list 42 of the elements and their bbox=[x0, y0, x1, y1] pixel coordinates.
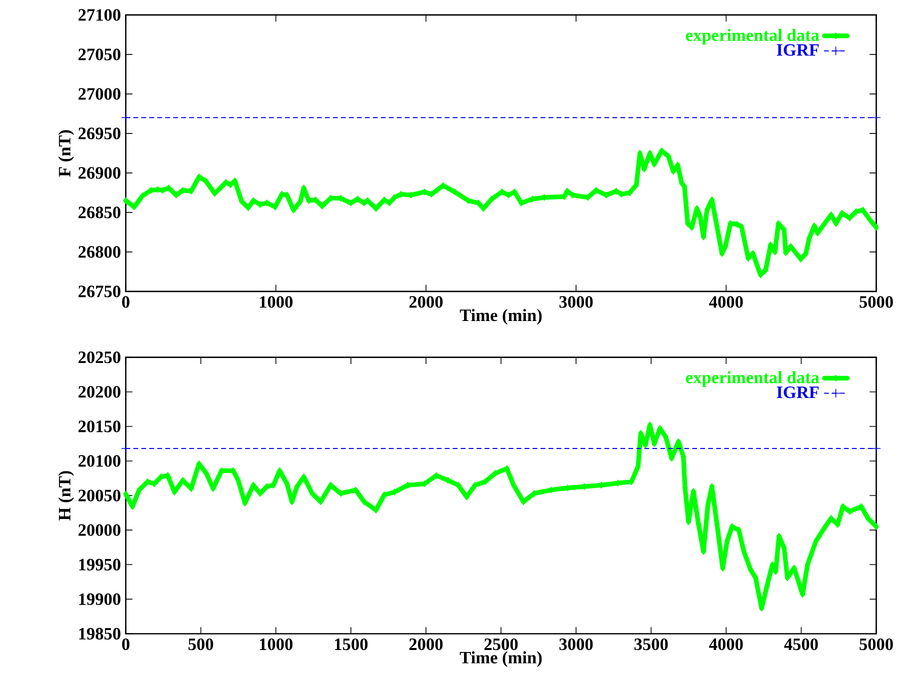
y-tick-label: 20000 bbox=[78, 524, 120, 536]
y-tick-label: 20250 bbox=[78, 352, 120, 364]
y-tick-label: 20150 bbox=[78, 420, 120, 432]
x-tick-label: 0 bbox=[122, 296, 130, 308]
y-tick-label: 27050 bbox=[78, 48, 120, 60]
x-tick-label: 2000 bbox=[409, 638, 443, 650]
x-tick-label: 3000 bbox=[559, 296, 593, 308]
x-tick-label: 1000 bbox=[260, 638, 292, 650]
y-tick-label: 26900 bbox=[78, 167, 120, 179]
x-axis-title: Time (min) bbox=[460, 651, 542, 668]
y-tick-label: 26950 bbox=[78, 128, 120, 140]
x-axis-title: Time (min) bbox=[460, 309, 542, 325]
x-tick-label: 500 bbox=[188, 638, 214, 650]
y-tick-label: 27100 bbox=[78, 9, 120, 21]
y-tick-label: 27000 bbox=[78, 88, 120, 100]
y-tick-label: 26750 bbox=[78, 286, 120, 298]
x-tick-label: 2000 bbox=[409, 296, 443, 308]
x-tick-label: 1000 bbox=[260, 296, 292, 308]
y-tick-label: 26800 bbox=[78, 246, 120, 258]
y-axis-title: F (nT) bbox=[58, 130, 74, 177]
x-tick-label: 4500 bbox=[784, 638, 818, 650]
y-tick-label: 20050 bbox=[78, 490, 120, 502]
y-tick-label: 19850 bbox=[79, 628, 120, 640]
y-tick-label: 19900 bbox=[79, 594, 120, 606]
legend-label: IGRF bbox=[776, 386, 819, 398]
legend-label: experimental data bbox=[686, 29, 820, 45]
legend-label: experimental data bbox=[686, 371, 820, 388]
legend-label: IGRF bbox=[776, 44, 819, 56]
y-tick-label: 20100 bbox=[78, 455, 120, 467]
y-tick-label: 20200 bbox=[78, 386, 120, 398]
x-tick-label: 5000 bbox=[860, 638, 893, 650]
x-tick-label: 3500 bbox=[634, 638, 668, 650]
y-axis-title: H (nT) bbox=[58, 471, 74, 521]
y-tick-label: 26850 bbox=[78, 206, 120, 218]
y-tick-label: 19950 bbox=[79, 558, 120, 571]
x-tick-label: 3000 bbox=[559, 638, 593, 650]
x-tick-label: 4000 bbox=[709, 296, 743, 308]
x-tick-label: 0 bbox=[122, 638, 130, 650]
x-tick-label: 1500 bbox=[334, 638, 368, 650]
x-tick-label: 4000 bbox=[709, 638, 743, 650]
x-tick-label: 2500 bbox=[484, 638, 518, 650]
x-tick-label: 5000 bbox=[860, 296, 893, 308]
